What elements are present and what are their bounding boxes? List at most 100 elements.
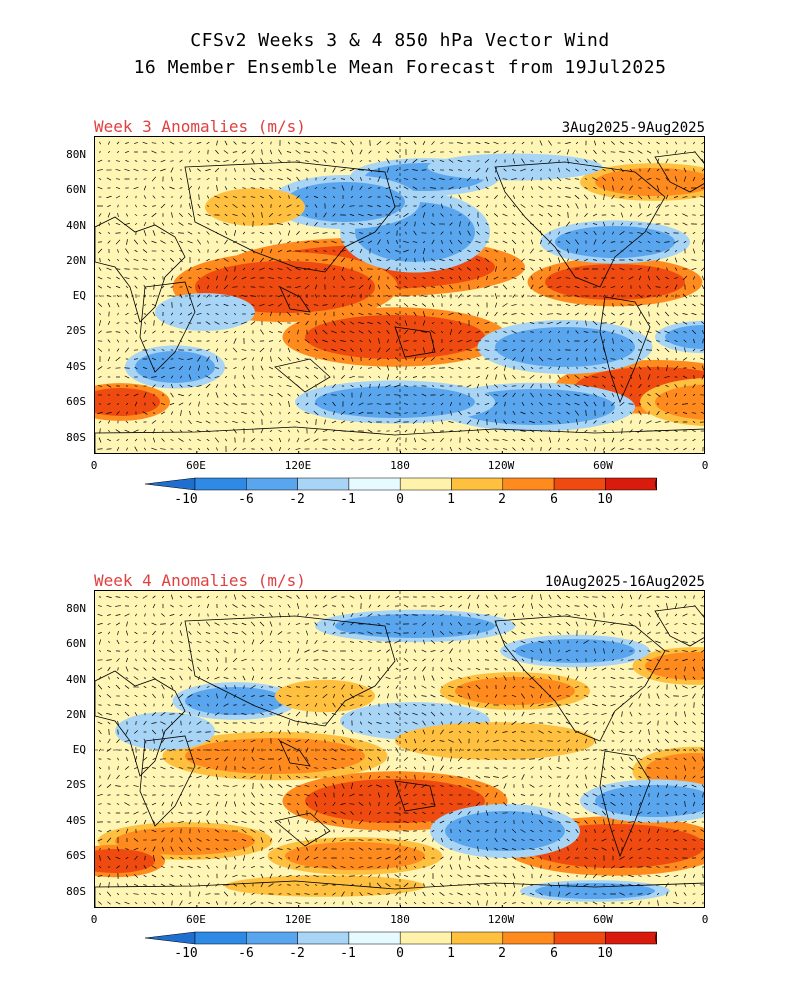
lat-label: 60S [66,849,86,862]
week3-colorbar: -10 -6 -2 -1 0 1 2 6 10 [0,474,800,507]
lon-label: 0 [90,459,98,472]
lat-label: EQ [72,289,86,302]
lon-label: 0 [701,459,709,472]
colorbar-label: -2 [289,946,305,961]
lat-label: 80S [66,885,86,898]
colorbar-swatch [399,477,452,491]
colorbar-label: -1 [340,946,356,961]
lon-label: 60E [186,459,206,472]
lon-label: 60W [593,459,613,472]
coastline [279,740,311,767]
colorbar-swatch [348,931,401,945]
coastline [599,750,651,858]
anomaly-region [515,639,635,663]
colorbar-swatch [246,477,298,491]
anomaly-region [185,687,285,715]
lat-label: 40N [66,219,86,232]
colorbar-swatch [654,477,657,491]
lon-label: 0 [90,913,98,926]
lat-label: 40N [66,673,86,686]
lon-label: 120W [487,913,515,926]
anomaly-region [535,883,655,899]
coastline [279,286,311,313]
lat-label: 60N [66,183,86,196]
lon-label: 120E [284,913,312,926]
colorbar-swatch [144,931,196,945]
colorbar-label: 0 [396,492,404,507]
week4-colorbar: -10 -6 -2 -1 0 1 2 6 10 [0,928,800,961]
lat-label: 20N [66,254,86,267]
colorbar-label: 0 [396,946,404,961]
week4-map [94,590,705,908]
colorbar-swatch [297,477,350,491]
colorbar-label: 2 [498,492,506,507]
week4-wind-anomaly-map [95,591,704,907]
anomaly-region [655,384,704,420]
anomaly-region [245,878,405,894]
lat-label: 40S [66,814,86,827]
colorbar-label: 1 [447,492,455,507]
anomaly-region [95,388,160,416]
anomaly-region [595,785,704,817]
lat-label: 40S [66,360,86,373]
colorbar-swatch [144,477,196,491]
week3-panel-title: Week 3 Anomalies (m/s) [94,117,306,136]
lon-label: 60W [593,913,613,926]
colorbar-label: -2 [289,492,305,507]
anomaly-region [285,182,405,222]
anomaly-region [165,298,245,326]
week3-date-range: 3Aug2025-9Aug2025 [561,120,705,136]
coastline [654,151,704,193]
coastline [599,296,651,404]
colorbar-label: 2 [498,946,506,961]
colorbar-label: -10 [174,946,198,961]
colorbar-label: -1 [340,492,356,507]
colorbar-swatch [399,931,452,945]
colorbar-label: 10 [597,946,613,961]
anomaly-region [115,827,255,855]
coastline [274,812,331,847]
colorbar-swatches [144,477,657,491]
lon-label: 60E [186,913,206,926]
anomaly-region [455,677,575,705]
colorbar-label: 10 [597,492,613,507]
colorbar-label: -6 [238,492,254,507]
title-line-1: CFSv2 Weeks 3 & 4 850 hPa Vector Wind [190,30,610,51]
anomaly-region [645,652,704,680]
anomaly-region [305,315,485,359]
wind-vectors [97,594,704,906]
anomaly-region [455,389,615,425]
colorbar-swatch [451,477,504,491]
colorbar-swatches [144,931,657,945]
colorbar-swatch [348,477,401,491]
anomaly-region [135,351,215,383]
week3-map [94,136,705,454]
coastline [95,670,186,777]
anomaly-region [305,779,485,823]
week4-date-range: 10Aug2025-16Aug2025 [544,574,705,590]
colorbar-swatch [246,931,298,945]
colorbar-swatch [553,477,606,491]
lat-label: EQ [72,743,86,756]
lat-label: 80N [66,148,86,161]
lon-label: 120E [284,459,312,472]
colorbar-swatch [194,477,247,491]
coastline [394,326,436,358]
coastline [654,605,704,647]
anomaly-region [185,738,365,774]
lat-label: 80S [66,431,86,444]
colorbar-swatch [605,477,657,491]
lon-label: 180 [390,913,410,926]
lat-label: 60N [66,637,86,650]
wind-vectors [97,140,704,452]
anomaly-region [445,157,585,177]
coastline [139,735,196,827]
colorbar-swatch [654,931,657,945]
colorbar-swatch [502,931,555,945]
lat-label: 20S [66,778,86,791]
anomaly-region [495,327,635,367]
anomaly-region [315,386,475,418]
coastline [274,358,331,393]
colorbar-label: -10 [174,492,198,507]
colorbar-label: 6 [550,492,558,507]
